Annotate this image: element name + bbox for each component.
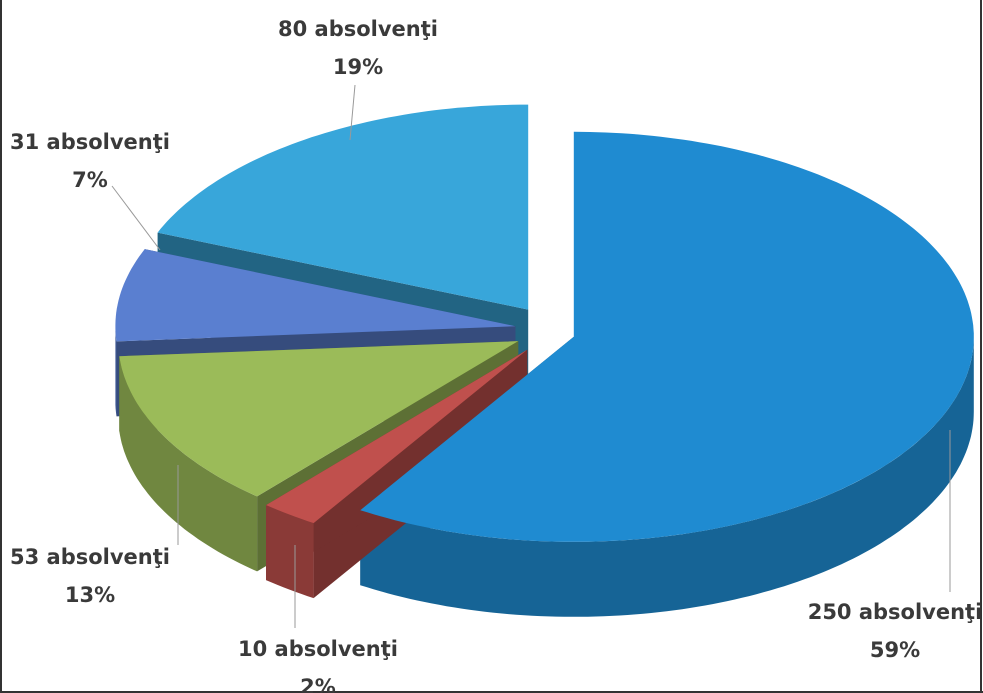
tops (115, 104, 974, 542)
data-label: 53 absolvenţi (10, 545, 170, 569)
slice-wall (266, 505, 314, 599)
percent-label: 13% (65, 583, 115, 607)
leader-line (111, 185, 161, 251)
slice (157, 104, 529, 310)
slice (115, 249, 516, 342)
slice-side (266, 349, 528, 581)
slice-wall (360, 336, 974, 617)
slice-wall (115, 326, 117, 417)
percent-label: 2% (300, 675, 336, 693)
percent-label: 19% (333, 55, 383, 79)
data-label: 250 absolvenţi (808, 600, 983, 624)
slice (119, 341, 519, 497)
percent-label: 59% (870, 638, 920, 662)
data-label: 80 absolvenţi (278, 17, 438, 41)
slice (360, 131, 974, 542)
data-label: 31 absolvenţi (10, 130, 170, 154)
percent-label: 7% (72, 168, 108, 192)
slice-wall (119, 356, 258, 572)
data-label: 10 absolvenţi (238, 637, 398, 661)
leader-line (349, 84, 356, 141)
slice (266, 349, 528, 524)
